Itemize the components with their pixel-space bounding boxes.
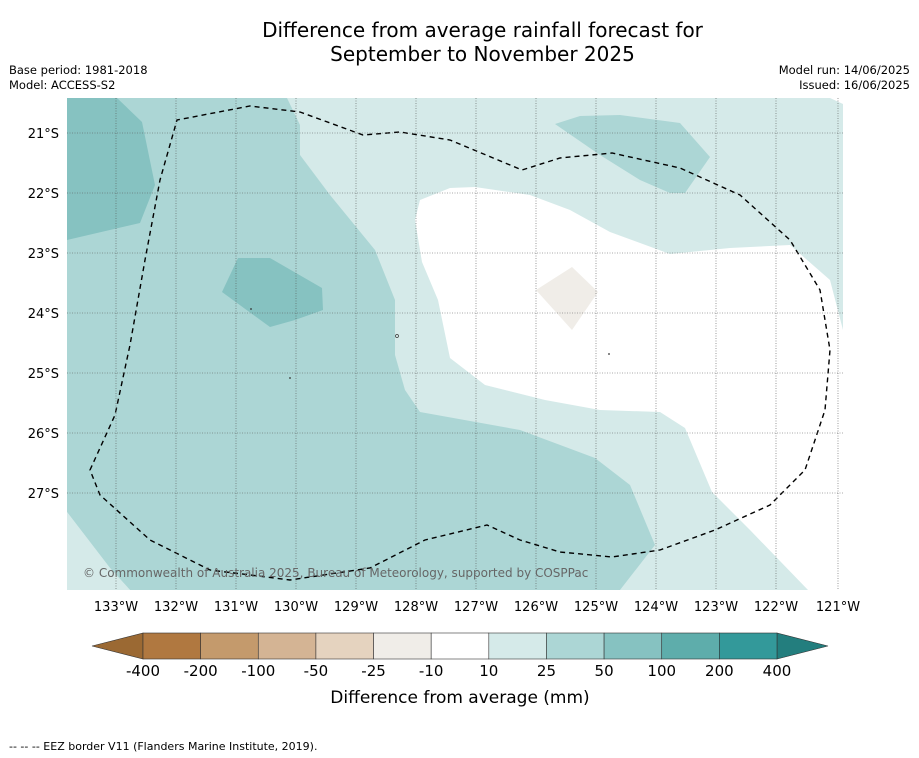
lat-axis: 21°S 22°S 23°S 24°S 25°S 26°S 27°S	[28, 127, 59, 502]
colorbar-tick-label: -200	[184, 662, 218, 680]
colorbar-tick-label: 400	[763, 662, 792, 680]
island-mark	[395, 334, 399, 338]
issued-date: Issued: 16/06/2025	[799, 78, 910, 92]
lon-label: 122°W	[754, 600, 798, 615]
base-period: Base period: 1981-2018	[9, 63, 148, 77]
lon-label: 132°W	[154, 600, 198, 615]
colorbar: -400 -200 -100 -50 -25 -10 10 25 50 100 200 400 Dif…	[91, 632, 829, 708]
lat-label: 23°S	[28, 247, 59, 262]
title-line-1: Difference from average rainfall forecas…	[262, 18, 703, 42]
contour-50-100-northeast	[555, 115, 710, 193]
colorbar-tick-label: 50	[595, 662, 614, 680]
colorbar-high-extend	[776, 632, 829, 660]
colorbar-segment	[719, 632, 778, 660]
base-info: Base period: 1981-2018 Model: ACCESS-S2	[9, 63, 148, 93]
lon-label: 130°W	[274, 600, 318, 615]
colorbar-segment	[430, 632, 490, 660]
gridlines	[67, 98, 843, 590]
colorbar-tick-label: -25	[361, 662, 386, 680]
contour-corner	[830, 98, 843, 104]
lon-label: 123°W	[694, 600, 738, 615]
colorbar-tick-label: -10	[419, 662, 444, 680]
lat-label: 27°S	[28, 487, 59, 502]
copyright-text: © Commonwealth of Australia 2025, Bureau…	[83, 566, 588, 580]
contour-100-200-west	[67, 98, 155, 240]
colorbar-tick-label: -400	[126, 662, 160, 680]
colorbar-tick-label: 100	[647, 662, 676, 680]
island-mark	[250, 308, 252, 310]
lat-label: 21°S	[28, 127, 59, 142]
lat-label: 26°S	[28, 427, 59, 442]
colorbar-low-extend	[91, 632, 144, 660]
contour-northeast-edge	[716, 98, 843, 175]
lat-label: 24°S	[28, 307, 59, 322]
colorbar-segment	[257, 632, 317, 660]
lon-label: 131°W	[214, 600, 258, 615]
colorbar-tick-label: 10	[479, 662, 498, 680]
lat-label: 22°S	[28, 187, 59, 202]
eez-border	[89, 105, 831, 581]
lon-label: 129°W	[334, 600, 378, 615]
map-area: © Commonwealth of Australia 2025, Bureau…	[67, 98, 843, 590]
lon-label: 127°W	[454, 600, 498, 615]
colorbar-ticks: -400 -200 -100 -50 -25 -10 10 25 50 100 200 400	[126, 662, 791, 680]
lon-label: 126°W	[514, 600, 558, 615]
colorbar-segment	[142, 632, 201, 660]
colorbar-tick-label: 200	[705, 662, 734, 680]
colorbar-tick-label: -50	[304, 662, 329, 680]
contour-100-200-center	[222, 258, 323, 327]
colorbar-segment	[603, 632, 663, 660]
colorbar-tick-label: 25	[537, 662, 556, 680]
title-line-2: September to November 2025	[330, 42, 635, 66]
contour-near-average	[415, 187, 843, 590]
lon-label: 121°W	[816, 600, 860, 615]
colorbar-label: Difference from average (mm)	[330, 688, 589, 708]
map-title: Difference from average rainfall forecas…	[0, 18, 919, 66]
colorbar-tick-label: -100	[241, 662, 275, 680]
lon-label: 125°W	[574, 600, 618, 615]
colorbar-segments	[142, 632, 778, 660]
lat-label: 25°S	[28, 367, 59, 382]
colorbar-segment	[373, 632, 432, 660]
colorbar-segment	[200, 632, 259, 660]
colorbar-segment	[315, 632, 374, 660]
island-mark	[608, 353, 610, 355]
lon-axis: 133°W 132°W 131°W 130°W 129°W 128°W 127°…	[94, 600, 860, 615]
colorbar-segment	[546, 632, 605, 660]
contour-50-100-west	[67, 98, 655, 590]
run-info: Model run: 14/06/2025 Issued: 16/06/2025	[779, 63, 910, 93]
model-run: Model run: 14/06/2025	[778, 63, 910, 77]
contour-southwest-corner	[67, 512, 130, 590]
contour-drier-patch	[536, 267, 598, 330]
colorbar-segment	[661, 632, 720, 660]
colorbar-segment	[488, 632, 547, 660]
model-name: Model: ACCESS-S2	[9, 78, 116, 92]
eez-legend-note: -- -- -- EEZ border V11 (Flanders Marine…	[9, 740, 318, 753]
lon-label: 124°W	[634, 600, 678, 615]
lon-label: 128°W	[394, 600, 438, 615]
island-mark	[289, 377, 291, 379]
lon-label: 133°W	[94, 600, 138, 615]
